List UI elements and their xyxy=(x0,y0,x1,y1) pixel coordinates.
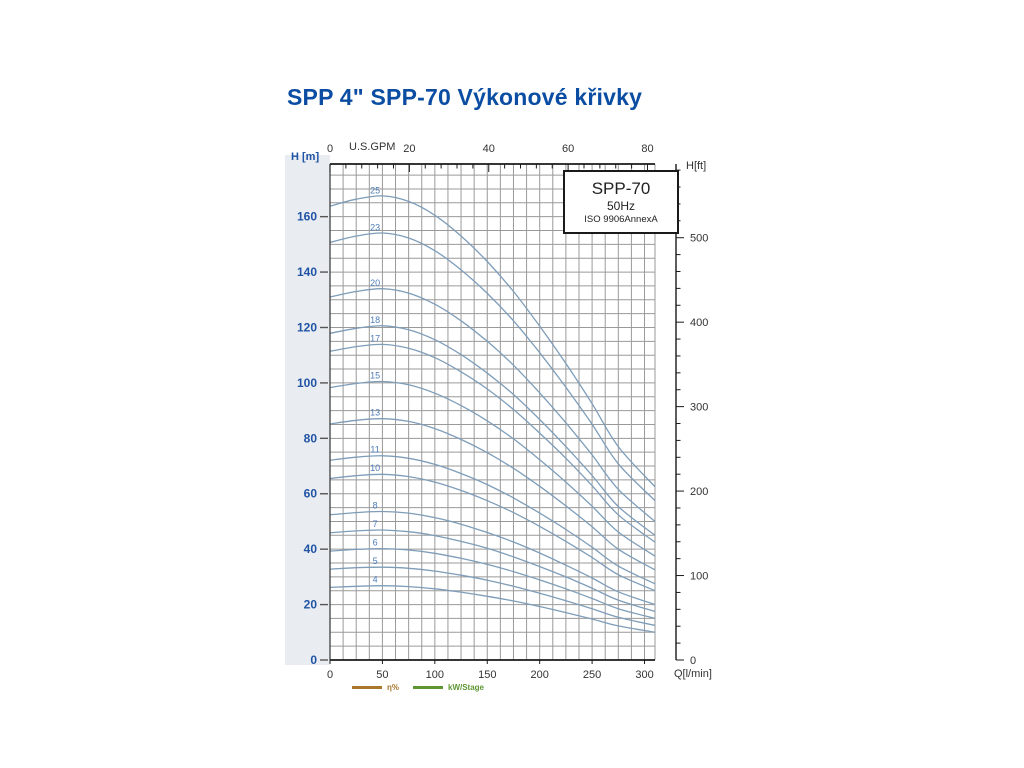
kw-per-stage-line-swatch xyxy=(413,686,443,689)
left-axis-panel xyxy=(285,155,330,665)
bottom-legend: η% kW/Stage xyxy=(352,683,484,692)
y-left-tick-label: 160 xyxy=(297,210,317,224)
curve-label-13: 13 xyxy=(370,408,380,418)
y-right-tick-label: 300 xyxy=(690,402,708,414)
page-title: SPP 4" SPP-70 Výkonové křivky xyxy=(287,84,643,110)
pump-frequency: 50Hz xyxy=(606,199,635,214)
x-bottom-tick-label: 250 xyxy=(583,669,601,681)
y-right-tick-label: 200 xyxy=(690,486,708,498)
x-bottom-tick-label: 100 xyxy=(426,669,444,681)
y-left-tick-label: 0 xyxy=(310,653,317,667)
curve-label-4: 4 xyxy=(373,574,378,584)
x-bottom-tick-label: 0 xyxy=(327,669,333,681)
y-left-tick-label: 100 xyxy=(297,376,317,390)
pump-curve-5 xyxy=(329,566,656,627)
x-bottom-tick-label: 200 xyxy=(530,669,548,681)
efficiency-line-swatch xyxy=(352,686,382,689)
y-right-tick-label: 100 xyxy=(690,571,708,583)
pump-curve-15 xyxy=(329,380,656,557)
x-top-tick-label: 60 xyxy=(562,143,574,155)
pump-model: SPP-70 xyxy=(591,178,651,198)
pump-curve-13 xyxy=(329,418,656,571)
curve-label-11: 11 xyxy=(370,445,379,455)
y-right-tick-label: 500 xyxy=(690,233,708,245)
y-right-tick-label: 0 xyxy=(690,655,696,667)
y-left-tick-label: 120 xyxy=(297,320,317,334)
pump-standard: ISO 9906AnnexA xyxy=(584,214,658,226)
pump-curve-25 xyxy=(329,195,656,488)
legend-label-efficiency: η% xyxy=(387,683,399,692)
pump-curve-18 xyxy=(329,325,656,536)
x-bottom-axis-unit: Q[l/min] xyxy=(674,668,712,680)
pump-curve-11 xyxy=(329,455,656,585)
curve-label-6: 6 xyxy=(373,537,378,547)
pump-curve-20 xyxy=(329,288,656,522)
legend-item-efficiency: η% xyxy=(352,683,399,692)
y-left-tick-label: 140 xyxy=(297,265,317,279)
x-top-tick-label: 40 xyxy=(483,143,495,155)
y-left-tick-label: 40 xyxy=(304,542,318,556)
y-right-axis-unit: H[ft] xyxy=(686,160,707,172)
pump-curve-8 xyxy=(329,510,656,606)
x-top-tick-label: 0 xyxy=(327,143,333,155)
curve-label-8: 8 xyxy=(373,500,378,510)
chart-info-box: SPP-70 50Hz ISO 9906AnnexA xyxy=(563,170,679,234)
legend-label-kw-per-stage: kW/Stage xyxy=(448,683,485,692)
x-bottom-tick-label: 50 xyxy=(376,669,388,681)
curve-label-18: 18 xyxy=(370,315,380,325)
curve-label-17: 17 xyxy=(370,334,380,344)
curve-label-25: 25 xyxy=(370,185,380,195)
x-top-tick-label: 20 xyxy=(403,143,415,155)
x-top-axis-unit: U.S.GPM xyxy=(349,141,396,153)
y-left-tick-label: 20 xyxy=(304,598,318,612)
curve-label-23: 23 xyxy=(370,222,380,232)
curve-label-20: 20 xyxy=(370,278,380,288)
y-left-tick-label: 60 xyxy=(304,487,318,501)
curve-label-15: 15 xyxy=(370,371,380,381)
x-bottom-tick-label: 300 xyxy=(635,669,653,681)
curve-label-7: 7 xyxy=(373,519,378,529)
pump-curve-7 xyxy=(329,529,656,613)
y-left-axis-unit: H [m] xyxy=(291,151,320,163)
pump-curve-17 xyxy=(329,343,656,543)
pump-curve-4 xyxy=(329,585,656,633)
curve-label-10: 10 xyxy=(370,463,380,473)
pump-curve-10 xyxy=(329,473,656,592)
legend-item-kw-per-stage: kW/Stage xyxy=(413,683,484,692)
y-right-tick-label: 400 xyxy=(690,317,708,329)
curve-label-5: 5 xyxy=(373,556,378,566)
y-left-tick-label: 80 xyxy=(304,431,318,445)
pump-curve-23 xyxy=(329,232,656,502)
x-bottom-tick-label: 150 xyxy=(478,669,496,681)
x-top-tick-label: 80 xyxy=(641,143,653,155)
pump-curve-6 xyxy=(329,547,656,620)
